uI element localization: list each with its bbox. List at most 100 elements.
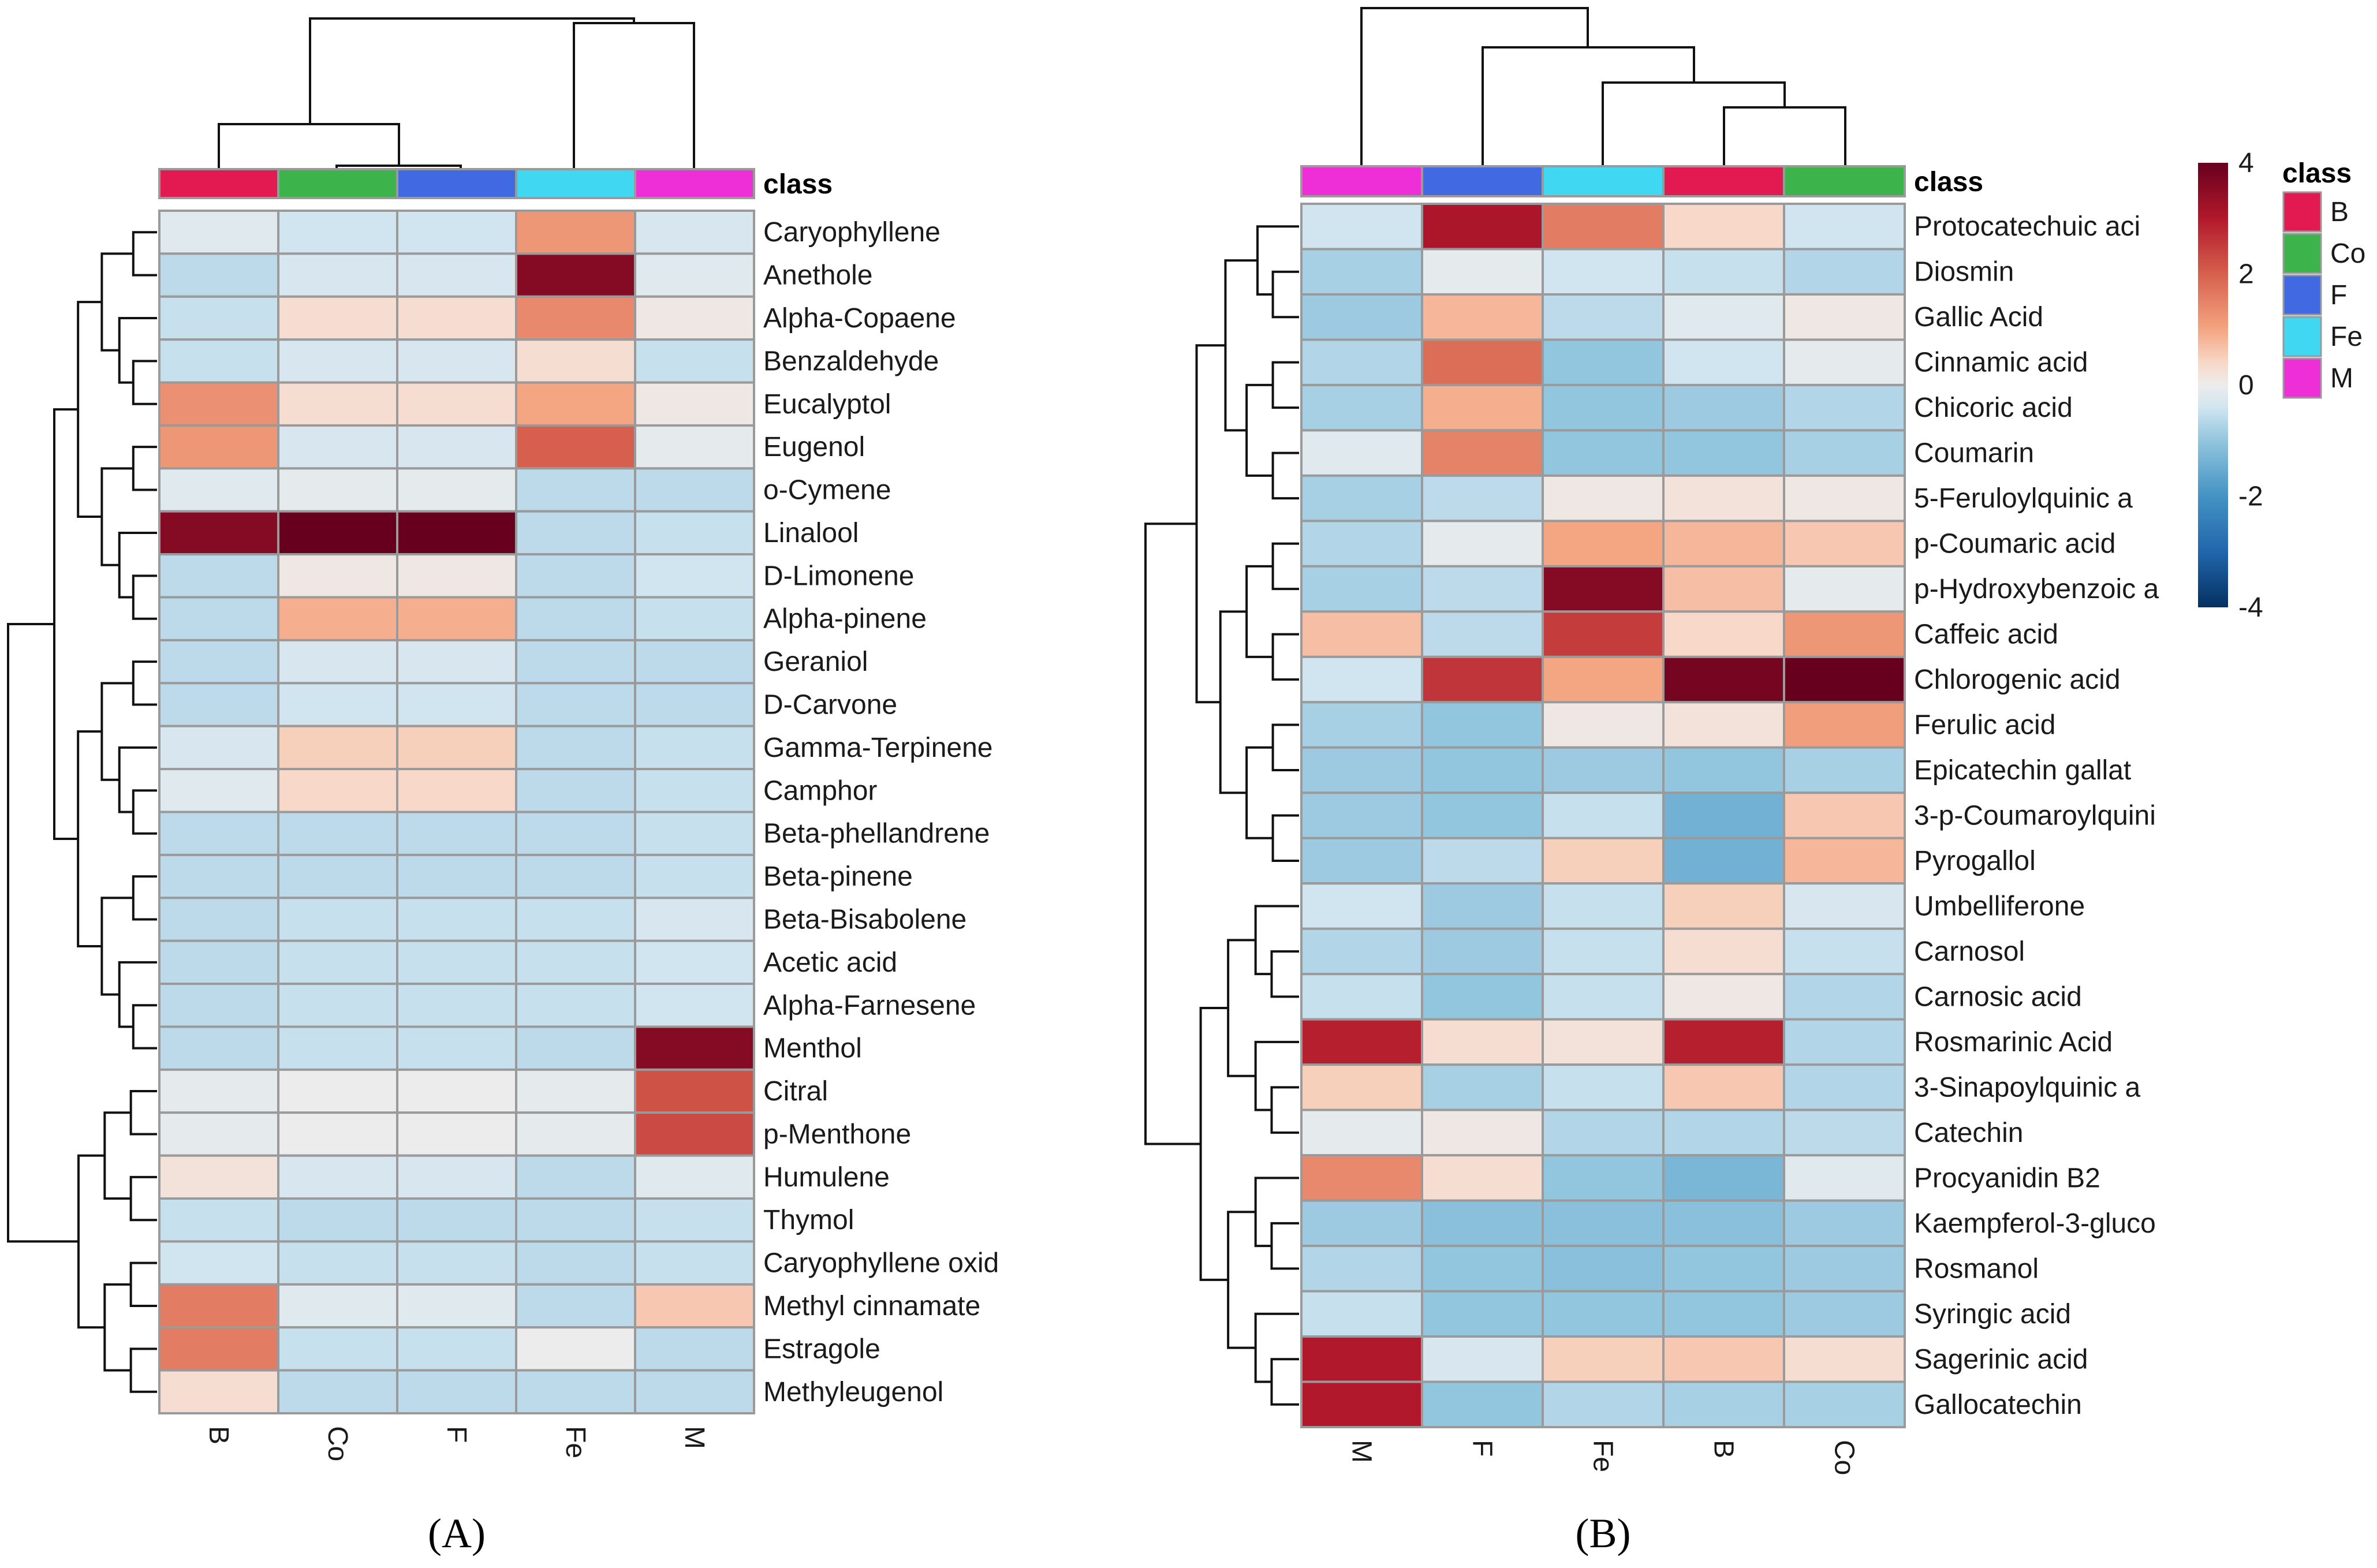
heatmap-cell [277, 424, 398, 470]
dendrogram-branch [1271, 542, 1299, 591]
heatmap-cell [277, 983, 398, 1028]
dendrogram-branch [132, 446, 157, 491]
heatmap-cell [1300, 565, 1423, 613]
heatmap-cell [1300, 610, 1423, 658]
dendrogram-branch [129, 1261, 157, 1308]
heatmap-cell [1300, 701, 1423, 749]
row-label: Methyleugenol [763, 1377, 943, 1408]
heatmap-cell [515, 1068, 636, 1114]
dendrogram-branch [132, 789, 157, 835]
heatmap-cell [277, 939, 398, 985]
class-legend-label: M [2330, 363, 2353, 394]
dendrogram-branch [103, 1283, 131, 1372]
heatmap-cell [158, 467, 279, 513]
class-legend-swatch [2282, 357, 2322, 399]
heatmap-cell [1783, 429, 1906, 477]
heatmap-cell [158, 639, 279, 685]
heatmap-cell [1300, 882, 1423, 930]
row-label: Estragole [763, 1334, 880, 1364]
class-bar-cell [515, 168, 636, 199]
heatmap-panel-a: Caryophyllene Anethole Alpha-Copaene Benzal… [7, 17, 999, 1556]
column-label: Fe [560, 1426, 591, 1458]
heatmap-cell [515, 381, 636, 427]
heatmap-cell [515, 295, 636, 341]
heatmap-cell [1662, 655, 1785, 704]
heatmap-cell [1542, 837, 1665, 885]
heatmap-cell [1421, 338, 1544, 386]
heatmap-panel-b: Protocatechuic aci Diosmin Gallic Acid Cinn… [1144, 7, 2159, 1556]
heatmap-cell [1421, 1199, 1544, 1248]
heatmap-cell [277, 252, 398, 298]
heatmap-cell [1421, 1108, 1544, 1157]
class-bar-cell [1783, 165, 1906, 197]
heatmap-cell [396, 252, 517, 298]
heatmap-cell [634, 768, 755, 813]
heatmap-cell [515, 252, 636, 298]
heatmap-cell [515, 1369, 636, 1415]
heatmap-cell [1542, 701, 1665, 749]
heatmap-cell [1783, 1335, 1906, 1383]
heatmap-cell [515, 467, 636, 513]
row-label: p-Menthone [763, 1119, 911, 1149]
dendrogram-branch [118, 316, 157, 384]
panel-label-a: (A) [428, 1510, 486, 1556]
heatmap-cell [277, 210, 398, 255]
heatmap-cell [1783, 383, 1906, 432]
heatmap-cell [277, 1326, 398, 1372]
column-label: M [679, 1426, 710, 1449]
row-label: Chicoric acid [1914, 393, 2073, 423]
heatmap-cell [396, 983, 517, 1028]
dendrogram-branch [118, 746, 157, 813]
class-label-b: class [1914, 167, 1983, 197]
heatmap-cell [515, 639, 636, 685]
class-legend-title: class [2282, 158, 2352, 189]
heatmap-cell [1783, 837, 1906, 885]
row-label: Alpha-Farnesene [763, 990, 976, 1021]
heatmap-cell [1662, 1063, 1785, 1111]
dendrogram-branch [1271, 723, 1299, 772]
heatmap-cell [396, 424, 517, 470]
heatmap-cell [1662, 383, 1785, 432]
heatmap-cell [1542, 1154, 1665, 1202]
row-label: Epicatechin gallat [1914, 755, 2131, 786]
row-label: Carnosol [1914, 936, 2025, 967]
row-label: Protocatechuic aci [1914, 211, 2140, 242]
dendrogram-branch [1360, 7, 1589, 166]
heatmap-cell [277, 1068, 398, 1114]
row-label: Umbelliferone [1914, 891, 2085, 921]
heatmap-cell [277, 510, 398, 556]
heatmap-cell [1300, 383, 1423, 432]
row-label: Rosmarinic Acid [1914, 1027, 2113, 1058]
row-label: Alpha-pinene [763, 604, 927, 634]
column-dendrogram-a [218, 17, 695, 169]
dendrogram-branch [118, 961, 157, 1028]
heatmap-cell [1300, 248, 1423, 296]
class-bar-cell [158, 168, 279, 199]
class-legend-items: B Co F Fe M [2282, 191, 2365, 399]
heatmap-cell [396, 1369, 517, 1415]
heatmap-cell [1662, 1380, 1785, 1429]
heatmap-cell [634, 853, 755, 899]
heatmap-cell [634, 424, 755, 470]
heatmap-cell [1662, 1290, 1785, 1338]
heatmap-cell [1783, 973, 1906, 1021]
row-label: Diosmin [1914, 257, 2014, 288]
row-label: 3-Sinapoylquinic a [1914, 1072, 2141, 1103]
row-labels-a: Caryophyllene Anethole Alpha-Copaene Benzal… [763, 217, 999, 1408]
dendrogram-branch [1271, 814, 1299, 862]
class-bar-cell [277, 168, 398, 199]
heatmap-cell [1421, 792, 1544, 839]
class-bar-cell [1662, 165, 1785, 197]
row-label: Caryophyllene oxid [763, 1248, 999, 1279]
heatmap-cell [277, 1025, 398, 1071]
heatmap-cell [634, 725, 755, 771]
heatmap-cell [158, 1111, 279, 1157]
heatmap-cell [1783, 338, 1906, 386]
heatmap-cell [1783, 520, 1906, 568]
row-label: Kaempferol-3-gluco [1914, 1208, 2156, 1239]
column-label: M [1346, 1440, 1377, 1463]
heatmap-cell [396, 596, 517, 641]
dendrogram-branch [1144, 522, 1201, 1145]
heatmap-cell [1421, 1063, 1544, 1111]
heatmap-cell [1662, 792, 1785, 839]
